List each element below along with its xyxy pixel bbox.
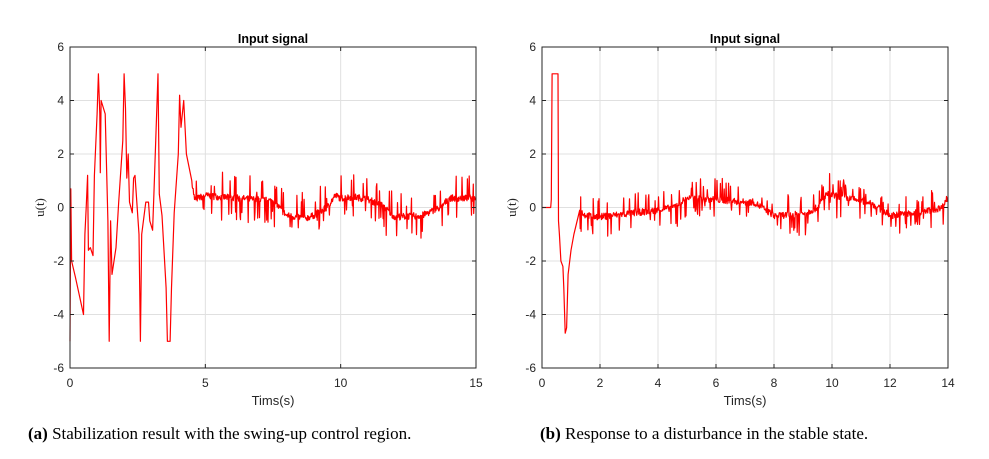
y-tick-label: -2 xyxy=(525,254,536,268)
chart-title: Input signal xyxy=(238,32,308,46)
y-tick-label: -6 xyxy=(53,361,64,375)
y-tick-label: 4 xyxy=(529,94,536,108)
caption-b: (b) Response to a disturbance in the sta… xyxy=(540,424,868,444)
y-tick-label: 0 xyxy=(529,201,536,215)
caption-b-label: (b) xyxy=(540,424,561,443)
x-tick-label: 14 xyxy=(941,376,955,390)
caption-a: (a) Stabilization result with the swing-… xyxy=(28,424,411,444)
chart-title: Input signal xyxy=(710,32,780,46)
y-tick-label: 2 xyxy=(57,147,64,161)
y-tick-label: 6 xyxy=(57,40,64,54)
chart-b: 0 2 4 6 8 10 12 14 -6 -4 -2 0 2 4 6 Input signal Tims(s)… xyxy=(504,32,955,408)
caption-b-text: Response to a disturbance in the stable … xyxy=(560,424,869,443)
caption-a-label: (a) xyxy=(28,424,48,443)
y-tick-label: -2 xyxy=(53,254,64,268)
x-tick-label: 12 xyxy=(883,376,897,390)
y-tick-label: -6 xyxy=(525,361,536,375)
x-tick-label: 15 xyxy=(469,376,483,390)
x-axis-label: Tims(s) xyxy=(724,393,767,408)
caption-a-text: Stabilization result with the swing-up c… xyxy=(47,424,412,443)
x-tick-label: 6 xyxy=(713,376,720,390)
x-tick-label: 10 xyxy=(334,376,348,390)
y-tick-label: 4 xyxy=(57,94,64,108)
x-tick-label: 4 xyxy=(655,376,662,390)
y-tick-label: -4 xyxy=(525,308,536,322)
y-tick-label: 2 xyxy=(529,147,536,161)
x-tick-label: 2 xyxy=(597,376,604,390)
y-axis-label: u(t) xyxy=(504,198,519,217)
y-axis-label: u(t) xyxy=(32,198,47,217)
x-tick-label: 10 xyxy=(825,376,839,390)
chart-a: 0 5 10 15 -6 -4 -2 0 2 4 6 Input signal Tims(s) u(t) xyxy=(32,32,483,408)
x-tick-label: 0 xyxy=(67,376,74,390)
series-line xyxy=(69,73,477,342)
x-tick-label: 5 xyxy=(202,376,209,390)
x-tick-label: 8 xyxy=(771,376,778,390)
x-axis-label: Tims(s) xyxy=(252,393,295,408)
y-tick-label: 0 xyxy=(57,201,64,215)
series-line xyxy=(542,73,949,334)
x-tick-label: 0 xyxy=(539,376,546,390)
y-tick-label: -4 xyxy=(53,308,64,322)
y-tick-label: 6 xyxy=(529,40,536,54)
